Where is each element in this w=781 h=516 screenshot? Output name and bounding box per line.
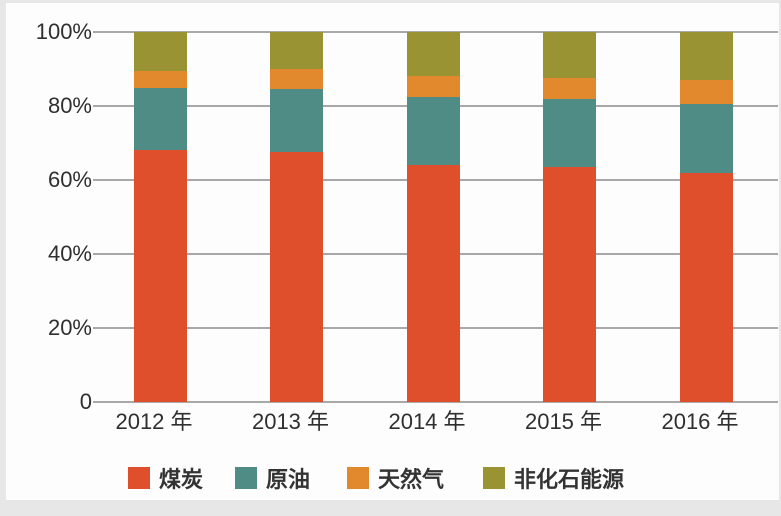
bar-segment-2	[270, 69, 323, 90]
legend-item-2: 天然气	[347, 465, 445, 492]
bar-2012年	[133, 32, 187, 402]
bar-segment-1	[543, 98, 596, 168]
gridline-0	[93, 401, 778, 403]
bar-segment-1	[270, 89, 323, 153]
bar-segment-0	[270, 152, 323, 402]
legend-swatch-icon	[483, 467, 505, 489]
chart-canvas: 2012 年 2013 年 2014 年 2015 年 2016 年 煤炭 原油 天然气 非化…	[6, 3, 779, 500]
legend-label: 非化石能源	[514, 467, 625, 492]
bar-2016年	[679, 32, 733, 402]
bar-segment-2	[406, 76, 460, 97]
bar-segment-2	[679, 80, 733, 105]
x-axis-label: 2012 年	[115, 409, 193, 434]
x-axis-label: 2015 年	[524, 409, 603, 434]
y-axis-tick-label: 40%	[47, 241, 92, 266]
y-axis-tick-label: 80%	[47, 93, 92, 118]
y-axis-tick-label: 0	[79, 389, 92, 414]
x-axis-label: 2013 年	[251, 409, 330, 434]
bar-2013年	[270, 32, 323, 402]
bar-segment-2	[133, 70, 187, 88]
legend: 煤炭 原油 天然气 非化石能源	[6, 465, 781, 495]
legend-swatch-icon	[347, 467, 369, 489]
bar-2015年	[543, 32, 596, 402]
x-axis-label: 2016 年	[661, 409, 739, 434]
x-axis-label: 2014 年	[388, 409, 466, 434]
plot-area	[93, 31, 778, 403]
bar-2014年	[406, 32, 460, 402]
y-axis-tick-label: 100%	[35, 19, 92, 44]
bar-segment-2	[543, 78, 596, 99]
gridline-100	[93, 31, 778, 33]
legend-swatch-icon	[128, 467, 150, 489]
legend-label: 天然气	[378, 467, 445, 492]
legend-item-1: 原油	[235, 465, 311, 492]
bar-segment-1	[133, 87, 187, 151]
legend-label: 原油	[266, 467, 311, 492]
bar-segment-1	[406, 96, 460, 166]
y-axis-tick-label: 60%	[47, 167, 92, 192]
bar-segment-3	[133, 32, 187, 71]
bar-segment-3	[679, 32, 733, 81]
bar-segment-0	[543, 167, 596, 402]
bar-segment-3	[270, 32, 323, 70]
legend-label: 煤炭	[159, 467, 204, 492]
bar-segment-0	[406, 165, 460, 402]
legend-item-3: 非化石能源	[483, 465, 625, 492]
bar-segment-3	[406, 32, 460, 77]
y-axis-tick-label: 20%	[47, 315, 92, 340]
legend-item-0: 煤炭	[128, 465, 204, 492]
bar-segment-1	[679, 104, 733, 173]
bar-segment-0	[133, 150, 187, 402]
bar-segment-3	[543, 32, 596, 79]
legend-swatch-icon	[235, 467, 257, 489]
bar-segment-0	[679, 172, 733, 402]
